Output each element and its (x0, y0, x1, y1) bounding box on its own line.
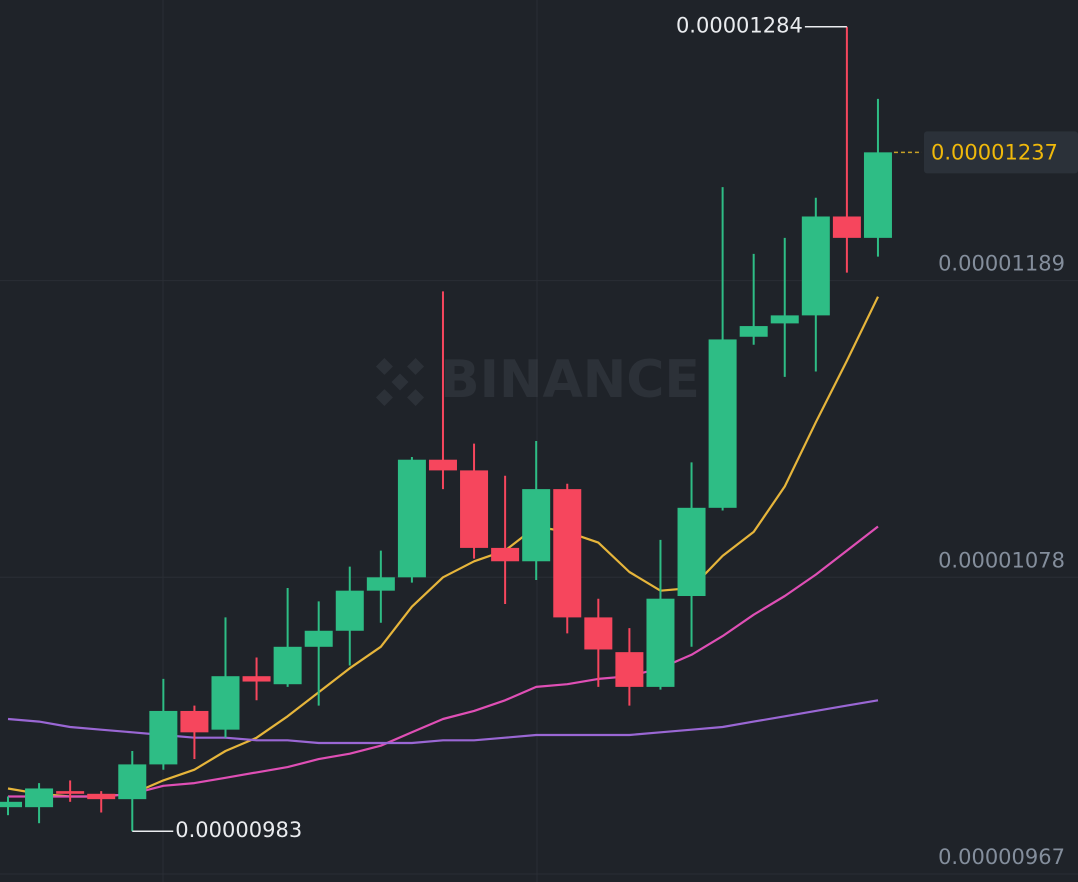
candle-body (739, 326, 768, 337)
watermark: BINANCE (375, 350, 700, 410)
candles (0, 26, 892, 832)
candle-body (863, 152, 892, 238)
candle-body (708, 339, 737, 508)
candle-body (273, 646, 302, 685)
candle-body (335, 590, 364, 631)
grid (0, 280, 1078, 875)
candle-body (397, 459, 426, 578)
candle-body (677, 507, 706, 597)
y-tick-label: 0.00000967 (938, 845, 1065, 869)
price-label: 0.00001237 (931, 140, 1058, 164)
price-box (924, 131, 1078, 174)
candle-body (118, 764, 147, 800)
candle-body (615, 652, 644, 687)
ma-line (7, 296, 879, 798)
candle-body (304, 630, 333, 647)
candle-body (584, 617, 613, 650)
candle-body (832, 216, 861, 238)
candle-body (646, 598, 675, 687)
candle-body (180, 710, 209, 733)
y-tick-label: 0.00001078 (938, 548, 1065, 572)
watermark-text: BINANCE (440, 350, 700, 410)
candle-body (491, 547, 520, 562)
candle-body (87, 793, 116, 800)
candle-body (770, 315, 799, 324)
candle-body (522, 489, 551, 562)
ma-line (8, 525, 879, 798)
candle-body (211, 676, 240, 730)
candle-body (366, 577, 395, 591)
high-label: 0.00001284 (676, 14, 803, 38)
candle-body (149, 710, 178, 765)
candle-body (460, 470, 489, 548)
candle-body (553, 489, 582, 618)
y-tick-label: 0.00001189 (938, 252, 1065, 276)
candle-body (56, 791, 85, 794)
candle-body (0, 801, 22, 808)
labels: 0.00000967 0.00001078 0.00001189 0.00001284… (132, 14, 1078, 869)
candle-body (25, 788, 54, 808)
candle-body (428, 459, 457, 471)
candle-body (801, 216, 830, 316)
candle-body (242, 676, 271, 682)
low-label: 0.00000983 (175, 818, 302, 842)
